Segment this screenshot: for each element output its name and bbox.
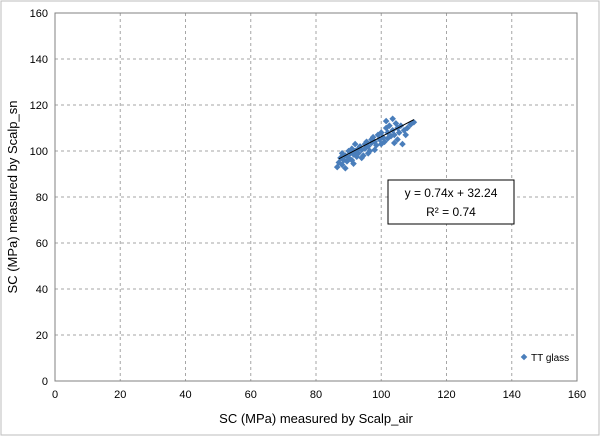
data-point — [343, 158, 351, 165]
data-point — [350, 151, 357, 158]
data-point — [340, 156, 348, 164]
x-axis-title: SC (MPa) measured by Scalp_air — [219, 411, 413, 426]
grid-lines — [55, 13, 577, 381]
x-tick-label: 100 — [372, 389, 390, 401]
data-point — [387, 132, 395, 140]
data-point — [382, 124, 390, 132]
data-point — [395, 129, 403, 136]
legend-marker-diamond — [520, 353, 528, 361]
data-point — [355, 150, 362, 157]
y-tick-label: 140 — [30, 54, 48, 66]
data-point — [342, 164, 349, 172]
data-point — [368, 139, 375, 147]
data-point — [361, 145, 369, 152]
y-axis-tick-labels: 0 20 40 60 80 100 120 140 160 — [30, 8, 48, 388]
data-point — [386, 122, 393, 129]
data-point — [348, 145, 356, 152]
x-tick-label: 80 — [310, 389, 322, 401]
data-point — [348, 156, 356, 164]
data-point — [351, 140, 359, 148]
plot-area-border — [54, 12, 578, 382]
y-tick-label: 0 — [42, 376, 48, 388]
data-point — [391, 139, 398, 147]
data-point — [350, 160, 357, 167]
data-point — [364, 143, 372, 150]
data-point — [391, 131, 398, 139]
data-point — [371, 146, 379, 154]
x-tick-label: 0 — [52, 389, 58, 401]
y-tick-label: 120 — [30, 100, 48, 112]
data-point — [399, 140, 406, 148]
x-tick-label: 40 — [179, 389, 191, 401]
equation-box-border — [387, 179, 515, 225]
data-point — [369, 133, 377, 141]
data-point — [363, 138, 370, 146]
data-point — [364, 150, 372, 157]
data-point — [384, 135, 392, 142]
trendline-equation: y = 0.74x + 32.24 — [405, 186, 498, 200]
y-tick-label: 40 — [36, 284, 48, 296]
data-point — [392, 120, 400, 127]
y-tick-label: 100 — [30, 146, 48, 158]
x-tick-label: 160 — [568, 389, 586, 401]
data-points — [333, 115, 418, 172]
data-point — [389, 115, 396, 123]
data-point — [382, 117, 390, 125]
data-point — [374, 131, 382, 139]
x-axis-tick-labels: 0 20 40 60 80 100 120 140 160 — [52, 389, 586, 401]
trendline-r-squared: R² = 0.74 — [426, 205, 476, 219]
data-point — [400, 127, 408, 134]
legend-label: TT glass — [531, 353, 569, 364]
data-point — [381, 138, 388, 146]
data-point — [394, 136, 401, 143]
x-tick-label: 60 — [245, 389, 257, 401]
x-tick-label: 20 — [114, 389, 126, 401]
trendline — [338, 119, 415, 160]
data-point — [358, 154, 365, 162]
data-point — [402, 131, 410, 139]
data-point — [373, 141, 380, 149]
data-point — [335, 159, 343, 166]
y-axis-title: SC (MPa) measured by Scalp_sn — [5, 101, 20, 294]
data-point — [356, 143, 364, 150]
data-point — [338, 161, 346, 169]
data-point — [397, 122, 405, 129]
data-point — [351, 147, 359, 155]
data-point — [371, 138, 379, 146]
legend: TT glass — [520, 353, 569, 364]
equation-box: y = 0.74x + 32.24 R² = 0.74 — [387, 179, 515, 225]
data-point — [368, 136, 375, 143]
x-tick-label: 140 — [503, 389, 521, 401]
data-point — [407, 121, 414, 128]
y-tick-label: 160 — [30, 8, 48, 20]
data-point — [377, 140, 385, 148]
y-tick-label: 80 — [36, 192, 48, 204]
data-point — [379, 133, 387, 141]
data-point — [404, 124, 411, 132]
y-tick-label: 20 — [36, 330, 48, 342]
data-point — [333, 163, 341, 171]
data-point — [338, 150, 346, 157]
data-point — [358, 146, 365, 154]
y-tick-label: 60 — [36, 238, 48, 250]
x-tick-label: 120 — [437, 389, 455, 401]
